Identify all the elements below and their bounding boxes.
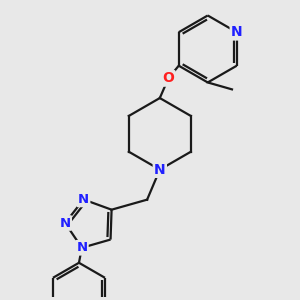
Text: N: N [231,25,242,39]
Text: N: N [60,217,71,230]
Text: N: N [76,241,87,254]
Text: O: O [162,71,174,85]
Text: N: N [78,193,89,206]
Text: N: N [154,163,166,177]
